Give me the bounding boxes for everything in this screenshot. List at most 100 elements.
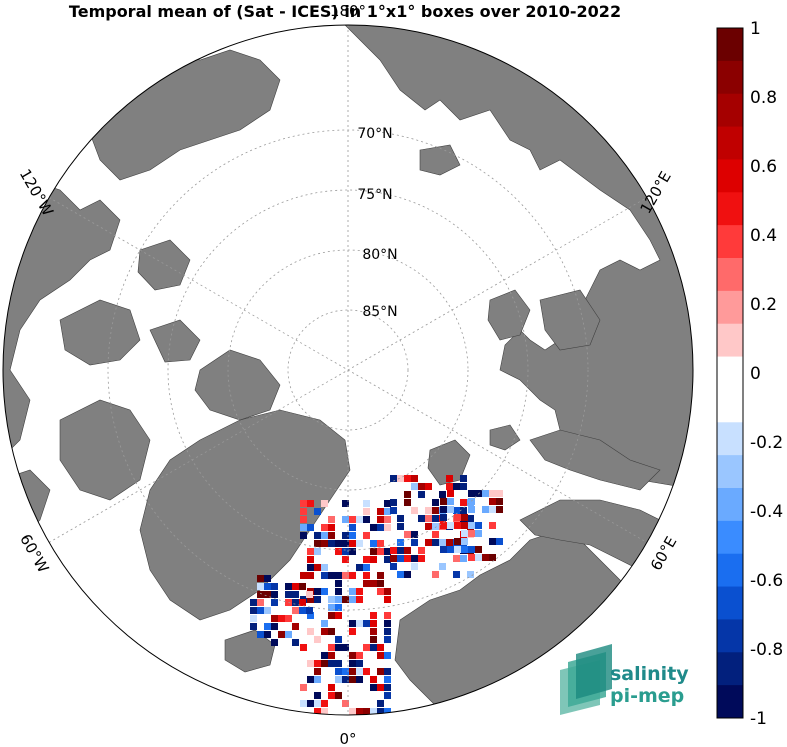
difference-cell xyxy=(356,668,363,675)
difference-cell xyxy=(250,623,257,630)
difference-cell xyxy=(468,522,475,529)
difference-cell xyxy=(461,530,468,537)
colorbar-tick-label: 0 xyxy=(750,364,761,384)
colorbar-tick-label: -1 xyxy=(750,709,767,729)
difference-cell xyxy=(314,700,321,707)
difference-cell xyxy=(461,514,468,521)
difference-cell xyxy=(404,499,411,506)
difference-cell xyxy=(447,522,454,529)
difference-cell xyxy=(300,700,307,707)
lon-label-0: 0° xyxy=(339,730,356,747)
difference-cell xyxy=(384,620,391,627)
difference-cell xyxy=(257,575,264,582)
difference-cell xyxy=(468,490,475,497)
difference-cell xyxy=(370,548,377,555)
difference-cell xyxy=(446,475,453,482)
colorbar-tick-label: -0.8 xyxy=(750,640,783,660)
difference-cell xyxy=(328,660,335,667)
banks-island xyxy=(137,239,191,291)
difference-cell xyxy=(475,530,482,537)
difference-cell xyxy=(349,652,356,659)
difference-cell xyxy=(411,539,418,546)
difference-cell xyxy=(363,708,370,715)
difference-cell xyxy=(314,588,321,595)
difference-cell xyxy=(285,591,292,598)
difference-cell xyxy=(384,636,391,643)
difference-cell xyxy=(349,572,356,579)
colorbar-swatch xyxy=(717,356,743,390)
difference-cell xyxy=(377,668,384,675)
colorbar-swatch xyxy=(717,652,743,686)
difference-cell xyxy=(278,631,285,638)
difference-cell xyxy=(432,523,439,530)
difference-cell xyxy=(425,539,432,546)
difference-cell xyxy=(314,660,321,667)
difference-cell xyxy=(363,620,370,627)
difference-cell xyxy=(271,591,278,598)
difference-cell xyxy=(384,524,391,531)
difference-cell xyxy=(292,607,299,614)
difference-cell xyxy=(467,515,474,522)
difference-cell xyxy=(397,515,404,522)
difference-cell xyxy=(404,571,411,578)
difference-cell xyxy=(250,607,257,614)
difference-cell xyxy=(377,524,384,531)
difference-cell xyxy=(314,540,321,547)
victoria-island xyxy=(59,299,141,366)
difference-cell xyxy=(335,676,342,683)
difference-cell xyxy=(307,548,314,555)
difference-cell xyxy=(328,612,335,619)
difference-cell xyxy=(363,572,370,579)
graticule xyxy=(48,25,648,715)
difference-cell xyxy=(384,548,391,555)
difference-cell xyxy=(307,628,314,635)
difference-cell xyxy=(425,483,432,490)
difference-cell xyxy=(314,708,321,715)
difference-cell xyxy=(440,514,447,521)
ellesmere-island xyxy=(194,349,281,421)
difference-cell xyxy=(363,556,370,563)
difference-cell xyxy=(314,596,321,603)
difference-cell xyxy=(321,588,328,595)
difference-cell xyxy=(439,539,446,546)
difference-cell xyxy=(447,498,454,505)
difference-cell xyxy=(384,628,391,635)
difference-cell xyxy=(356,588,363,595)
difference-cell xyxy=(475,554,482,561)
colorbar-swatch xyxy=(717,455,743,489)
meridian-60w-120e xyxy=(48,197,648,543)
difference-cell xyxy=(363,668,370,675)
difference-cell xyxy=(349,628,356,635)
difference-cell xyxy=(349,660,356,667)
colorbar-tick-label: -0.4 xyxy=(750,502,783,522)
difference-cell xyxy=(349,516,356,523)
difference-cell xyxy=(370,684,377,691)
difference-cell xyxy=(384,668,391,675)
north-america xyxy=(3,179,121,461)
difference-cell xyxy=(489,538,496,545)
difference-cell xyxy=(307,572,314,579)
difference-cell xyxy=(370,580,377,587)
colorbar-swatch xyxy=(717,28,743,62)
colorbar-swatch xyxy=(717,323,743,358)
difference-cell xyxy=(454,546,461,553)
difference-cell xyxy=(447,506,454,513)
difference-cell xyxy=(271,623,278,630)
difference-cell xyxy=(418,483,425,490)
difference-cell xyxy=(321,572,328,579)
difference-cell xyxy=(321,500,328,507)
difference-cell xyxy=(460,499,467,506)
difference-cell xyxy=(264,607,271,614)
difference-cell xyxy=(377,540,384,547)
difference-cell xyxy=(342,548,349,555)
difference-cell xyxy=(496,490,503,497)
lat-circle-75 xyxy=(167,189,529,551)
difference-cell xyxy=(370,628,377,635)
difference-cell xyxy=(404,475,411,482)
difference-cell xyxy=(397,475,404,482)
difference-cell xyxy=(390,475,397,482)
difference-cell xyxy=(342,516,349,523)
difference-cell xyxy=(370,540,377,547)
difference-cell xyxy=(321,700,328,707)
difference-cell xyxy=(349,676,356,683)
